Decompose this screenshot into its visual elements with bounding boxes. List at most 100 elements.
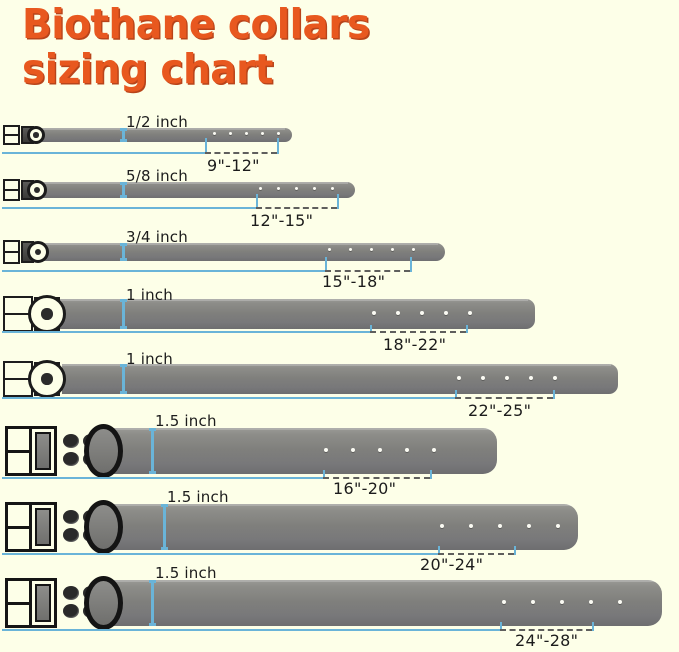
length-dashed-span	[500, 629, 592, 631]
buckle-tongue-plate	[35, 432, 51, 470]
length-baseline	[2, 152, 205, 154]
collar-strap	[95, 580, 662, 626]
length-tick-right	[553, 390, 555, 399]
d-ring-center	[34, 187, 40, 193]
d-ring-center	[34, 248, 42, 256]
length-dashed-span	[256, 207, 337, 209]
strap-hole	[213, 132, 216, 135]
buckle-frame	[3, 179, 20, 201]
length-tick-left	[438, 546, 440, 555]
strap-hole	[529, 376, 533, 380]
length-tick-left	[323, 470, 325, 479]
width-marker	[161, 504, 168, 550]
length-dashed-span	[438, 553, 514, 555]
length-range-label: 15"-18"	[322, 272, 386, 291]
width-marker	[120, 182, 127, 198]
strap-hole	[498, 524, 502, 528]
buckle-prong-holes	[8, 429, 33, 473]
buckle-frame	[5, 426, 57, 476]
length-tick-right	[410, 257, 412, 272]
strap-hole	[432, 448, 436, 452]
buckle-tongue-plate	[35, 584, 51, 622]
collar-d-ring	[28, 360, 66, 398]
collar-d-ring	[84, 500, 123, 554]
strap-hole	[277, 132, 280, 135]
width-label: 1.5 inch	[167, 488, 229, 506]
buckle-frame	[3, 240, 20, 264]
collar-strap	[95, 504, 578, 550]
collar-strap	[95, 428, 497, 474]
buckle-frame	[3, 125, 20, 145]
length-tick-right	[514, 546, 516, 555]
strap-hole	[331, 187, 334, 190]
strap-hole	[531, 600, 535, 604]
length-tick-right	[466, 325, 468, 333]
collar-d-ring	[84, 576, 123, 630]
page-title: Biothane collars sizing chart	[22, 2, 662, 92]
width-label: 1/2 inch	[126, 113, 188, 131]
length-tick-right	[430, 470, 432, 479]
buckle-prong-holes	[8, 505, 33, 549]
strap-hole	[324, 448, 328, 452]
length-dashed-span	[205, 152, 277, 154]
width-label: 3/4 inch	[126, 228, 188, 246]
length-baseline	[2, 553, 438, 555]
collar-strap	[36, 243, 445, 261]
strap-hole	[589, 600, 593, 604]
strap-hole	[457, 376, 461, 380]
strap-hole	[313, 187, 316, 190]
width-label: 1.5 inch	[155, 412, 217, 430]
strap-hole	[420, 311, 424, 315]
collar-strap	[57, 299, 535, 329]
title-line-1: Biothane collars	[22, 0, 370, 48]
collar-d-ring	[27, 126, 45, 144]
width-marker	[120, 243, 127, 261]
strap-hole	[505, 376, 509, 380]
length-range-label: 24"-28"	[515, 631, 579, 650]
width-marker	[149, 580, 156, 626]
length-dashed-span	[455, 397, 553, 399]
length-baseline	[2, 331, 370, 333]
strap-hole	[527, 524, 531, 528]
strap-hole	[328, 248, 331, 251]
length-tick-left	[325, 257, 327, 272]
buckle-prong-holes	[8, 581, 33, 625]
length-baseline	[2, 207, 256, 209]
length-tick-left	[205, 138, 207, 154]
collar-buckle	[5, 502, 57, 552]
length-dashed-span	[323, 477, 430, 479]
strap-hole	[444, 311, 448, 315]
width-marker	[120, 299, 127, 329]
length-range-label: 12"-15"	[250, 211, 314, 230]
width-label: 1 inch	[126, 350, 173, 368]
buckle-frame	[5, 502, 57, 552]
strap-hole	[469, 524, 473, 528]
buckle-rivet	[63, 434, 79, 448]
collar-strap	[32, 182, 355, 198]
buckle-rivet	[63, 586, 79, 600]
strap-hole	[372, 311, 376, 315]
width-label: 1.5 inch	[155, 564, 217, 582]
strap-hole	[412, 248, 415, 251]
strap-hole	[560, 600, 564, 604]
strap-hole	[468, 311, 472, 315]
length-range-label: 22"-25"	[468, 401, 532, 420]
strap-hole	[405, 448, 409, 452]
length-tick-left	[256, 194, 258, 209]
title-line-2: sizing chart	[22, 45, 273, 93]
strap-hole	[481, 376, 485, 380]
collar-buckle	[5, 578, 57, 628]
strap-hole	[440, 524, 444, 528]
length-baseline	[2, 477, 323, 479]
buckle-frame	[3, 296, 33, 332]
d-ring-center	[41, 308, 53, 320]
length-range-label: 18"-22"	[383, 335, 447, 354]
buckle-frame	[5, 578, 57, 628]
strap-hole	[277, 187, 280, 190]
width-marker	[120, 364, 127, 394]
buckle-rivet	[63, 510, 79, 524]
